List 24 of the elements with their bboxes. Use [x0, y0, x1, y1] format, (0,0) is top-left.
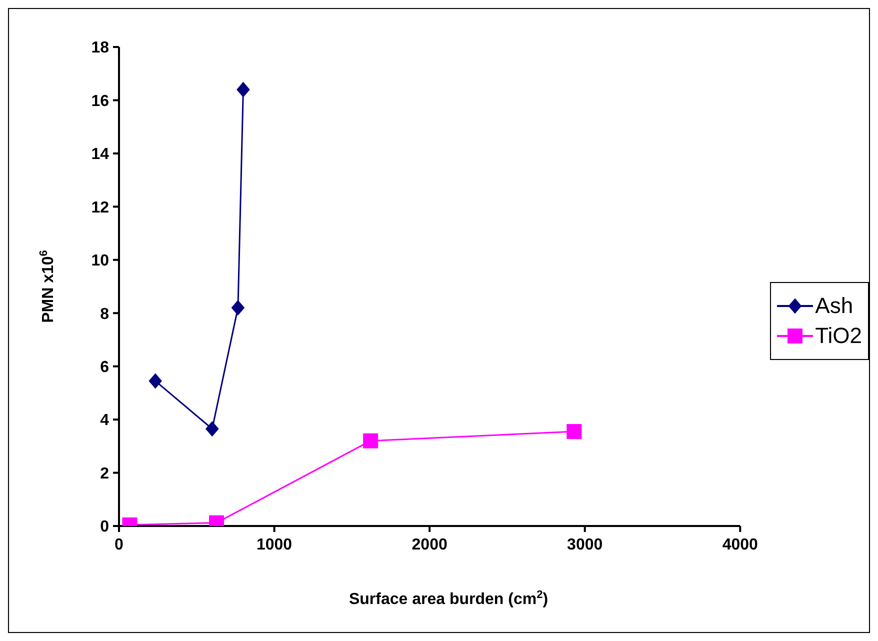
- point: [206, 421, 219, 436]
- y-tick-label: 16: [91, 92, 110, 110]
- x-tick-label: 1000: [256, 536, 292, 554]
- y-tick-label: 18: [91, 40, 110, 57]
- y-tick-label: 0: [100, 518, 110, 536]
- point: [566, 424, 582, 440]
- y-tick-label: 8: [100, 306, 110, 323]
- x-tick-label: 0: [114, 536, 124, 554]
- y-tick-label: 10: [91, 252, 110, 270]
- legend-label: Ash: [815, 292, 854, 318]
- y-tick-label: 6: [100, 359, 110, 376]
- x-axis-title: Surface area burden (cm$^{2}$): [348, 589, 548, 608]
- x-tick-label: 3000: [567, 536, 603, 554]
- y-tick-label: 14: [91, 146, 110, 164]
- point: [363, 433, 378, 448]
- y-tick-label: 2: [100, 465, 110, 482]
- y-tick-label: 12: [91, 199, 110, 216]
- point: [236, 82, 250, 98]
- point: [231, 300, 244, 316]
- x-tick-label: 4000: [722, 536, 758, 554]
- y-tick-label: 4: [100, 412, 110, 430]
- legend-label: TiO2: [815, 322, 862, 348]
- point: [148, 373, 162, 388]
- x-tick-label: 2000: [412, 536, 448, 554]
